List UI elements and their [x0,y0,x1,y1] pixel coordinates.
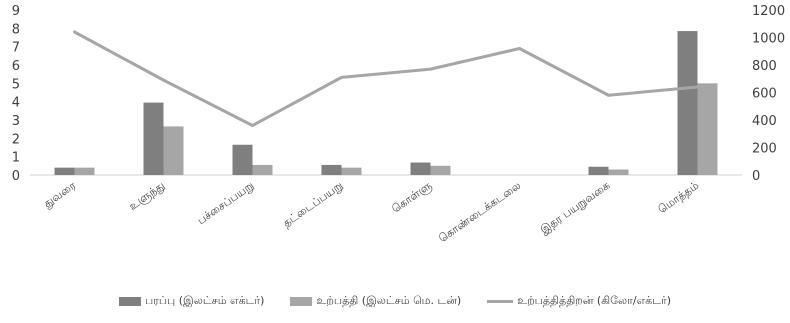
left-axis-tick-label: 7 [12,41,20,56]
bar-area [410,162,431,175]
category-label: பச்சைப்பயறு [195,179,256,227]
bar-area [143,102,164,175]
legend-swatch [290,296,313,306]
legend: பரப்பு (இலட்சம் எக்டர்) உற்பத்தி (இலட்சம்… [0,290,790,312]
right-axis-tick-label: 1200 [752,4,785,19]
legend-item: உற்பத்தி (இலட்சம் மெ. டன்) [290,294,461,309]
category-label: கொண்டைக்கடலை [436,179,523,245]
chart: 0 1 2 3 4 5 6 7 8 9 0 200 400 600 800 1000 1200 துவரை உளுந… [12,4,785,245]
legend-swatch [118,296,141,306]
bar-production [341,167,362,175]
productivity-point [162,78,165,82]
legend-swatch [487,299,514,303]
bar-production [163,126,184,175]
bar-production [608,169,629,175]
bar-area [232,144,253,175]
bar-area [321,164,342,175]
right-axis-tick-label: 400 [752,114,777,129]
productivity-point [251,124,254,127]
bar-area [588,166,609,175]
right-axis-tick-label: 800 [752,59,777,74]
productivity-point [429,67,432,71]
category-label: மொத்தம் [656,179,702,216]
bar-production [697,83,718,175]
legend-label: உற்பத்தி (இலட்சம் மெ. டன்) [316,293,462,307]
category-label: துவரை [41,179,78,211]
left-axis-tick-label: 4 [12,96,20,111]
productivity-point [696,85,699,89]
productivity-point [518,47,521,50]
left-axis-tick-label: 0 [12,169,20,184]
bar-area [54,167,75,175]
productivity-point [340,75,343,79]
left-axis-tick-label: 3 [12,114,20,129]
left-axis-tick-label: 8 [12,22,20,37]
productivity-point [73,30,76,34]
legend-item: உற்பத்தித்திறன் (கிலோ/எக்டர்) [487,294,671,309]
bar-production [252,164,273,175]
productivity-point [607,93,610,97]
category-label: உளுந்து [126,179,167,214]
category-label: இதர பயறுவகை [538,179,612,237]
right-axis-tick-label: 0 [752,169,760,184]
left-axis-tick-label: 6 [12,59,20,74]
left-axis-tick-label: 9 [12,4,20,19]
bar-production [430,165,451,175]
legend-label: உற்பத்தித்திறன் (கிலோ/எக்டர்) [517,293,671,307]
left-axis-tick-label: 2 [12,132,20,147]
left-axis-tick-label: 5 [12,77,20,92]
left-axis-tick-label: 1 [12,151,20,166]
category-label: கொள்ளு [390,179,435,217]
category-label: தட்டைப்பயறு [280,179,345,230]
right-axis-tick-label: 200 [752,142,777,157]
productivity-line [73,30,698,127]
legend-label: பரப்பு (இலட்சம் எக்டர்) [144,293,265,307]
bar-area [677,31,698,176]
bar-production [74,167,95,175]
legend-item: பரப்பு (இலட்சம் எக்டர்) [118,293,265,309]
right-axis-tick-label: 600 [752,87,777,102]
right-axis-tick-label: 1000 [752,32,785,47]
